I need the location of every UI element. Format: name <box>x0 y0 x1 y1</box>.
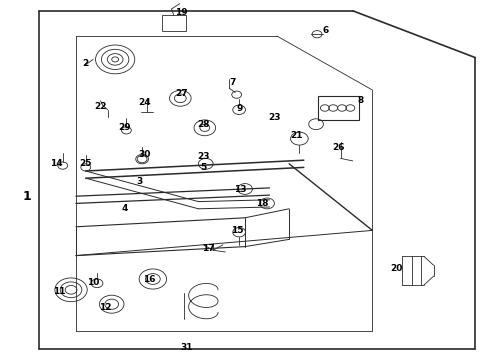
Text: 14: 14 <box>50 159 63 168</box>
Text: 28: 28 <box>197 120 210 129</box>
Text: 31: 31 <box>180 343 193 352</box>
Text: 13: 13 <box>234 185 246 194</box>
Text: 11: 11 <box>52 287 65 296</box>
Text: 20: 20 <box>391 264 403 273</box>
Text: 23: 23 <box>268 112 281 122</box>
Text: 4: 4 <box>122 204 128 213</box>
Text: 30: 30 <box>138 150 151 159</box>
Text: 5: 5 <box>200 163 206 172</box>
Text: 23: 23 <box>197 152 210 161</box>
Text: 17: 17 <box>202 244 215 253</box>
Text: 22: 22 <box>94 102 107 111</box>
Text: 27: 27 <box>175 89 188 98</box>
Text: 12: 12 <box>99 303 112 312</box>
Text: 8: 8 <box>357 96 363 105</box>
Text: 2: 2 <box>83 59 89 68</box>
Text: 26: 26 <box>332 143 344 152</box>
Text: 16: 16 <box>143 275 156 284</box>
Text: 19: 19 <box>175 8 188 17</box>
Text: 1: 1 <box>23 190 31 203</box>
Text: 24: 24 <box>138 98 151 107</box>
Text: 7: 7 <box>229 78 236 87</box>
Text: 29: 29 <box>119 123 131 132</box>
Text: 21: 21 <box>290 131 303 140</box>
Text: 3: 3 <box>137 177 143 186</box>
Text: 6: 6 <box>323 26 329 35</box>
Text: 10: 10 <box>87 278 99 287</box>
Text: 18: 18 <box>256 199 269 208</box>
Text: 25: 25 <box>79 159 92 168</box>
Text: 15: 15 <box>231 226 244 235</box>
Text: 9: 9 <box>237 104 244 113</box>
